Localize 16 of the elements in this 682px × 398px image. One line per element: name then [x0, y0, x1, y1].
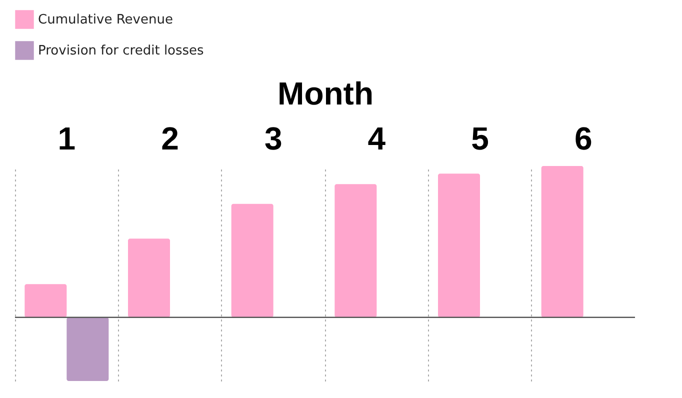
bar	[66, 317, 109, 381]
bar	[128, 238, 170, 318]
bar	[334, 184, 377, 318]
bar	[438, 174, 480, 318]
legend-label: Provision for credit losses	[38, 44, 204, 58]
x-tick-label: 5	[471, 120, 489, 156]
x-tick-label: 2	[161, 120, 179, 156]
bar	[231, 204, 274, 318]
x-tick-label: 1	[58, 120, 76, 156]
x-tick-label: 3	[264, 120, 282, 156]
x-axis-title: Month	[278, 76, 374, 112]
x-tick-label: 6	[574, 120, 592, 156]
bar	[541, 166, 584, 318]
legend-label: Cumulative Revenue	[38, 12, 173, 28]
bar	[24, 284, 67, 318]
x-tick-label: 4	[368, 120, 386, 156]
